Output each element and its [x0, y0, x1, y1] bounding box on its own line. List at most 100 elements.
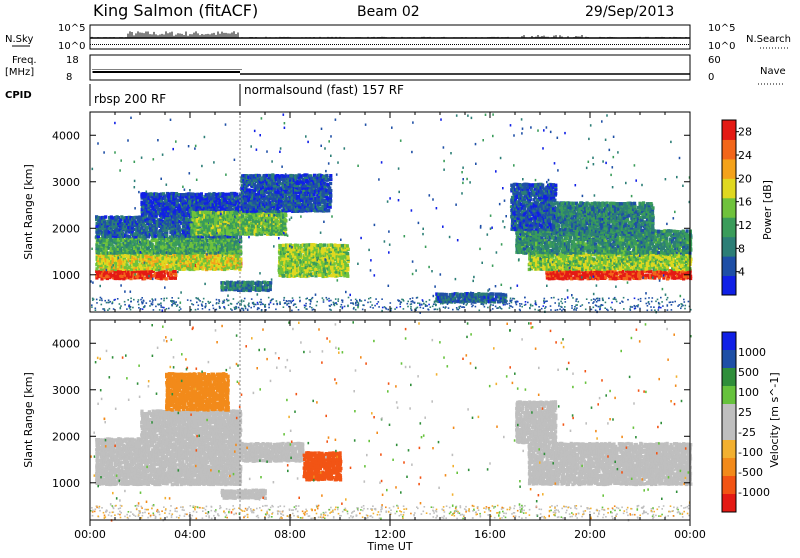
nsky-dot	[158, 44, 159, 45]
nsky-dot	[502, 44, 503, 45]
nave-dot	[189, 69, 190, 70]
cpid-mode-2: normalsound (fast) 157 RF	[244, 83, 404, 97]
nsky-dot	[496, 44, 497, 45]
nsky-dot	[632, 44, 633, 45]
nsky-dot	[586, 44, 587, 45]
scatter-cell	[325, 174, 328, 177]
nsky-dot	[202, 44, 203, 45]
nsky-dot	[412, 44, 413, 45]
nsky-dot	[216, 44, 217, 45]
nsky-dot	[114, 44, 115, 45]
nsky-dot	[312, 44, 313, 45]
nsky-dot	[122, 44, 123, 45]
nsky-dot	[522, 44, 523, 45]
nsky-dot	[488, 44, 489, 45]
nsky-dot	[504, 44, 505, 45]
nsky-dot	[424, 44, 425, 45]
nsky-dot	[256, 44, 257, 45]
freq-trace	[93, 69, 691, 74]
nsky-dot	[242, 44, 243, 45]
nave-dot	[151, 69, 152, 70]
nsky-dot	[584, 44, 585, 45]
nsky-dot	[536, 44, 537, 45]
nsky-dot	[246, 44, 247, 45]
nsky-dot	[618, 44, 619, 45]
nsky-dot	[548, 44, 549, 45]
nave-dot	[165, 69, 166, 70]
nsky-dot	[688, 44, 689, 45]
nave-dot	[95, 69, 96, 70]
nave-dot	[125, 69, 126, 70]
nsky-dot	[94, 44, 95, 45]
nsky-dot	[320, 44, 321, 45]
nsky-dot	[426, 44, 427, 45]
date-title: 29/Sep/2013	[585, 4, 674, 20]
nsky-dot	[628, 44, 629, 45]
nave-dot	[117, 69, 118, 70]
scatter-cell	[328, 187, 331, 190]
nave-dot	[201, 69, 202, 70]
nave-dot	[235, 69, 236, 70]
nsky-dot	[534, 44, 535, 45]
nsky-dot	[100, 44, 101, 45]
nsky-dot	[472, 44, 473, 45]
nsky-dot	[396, 44, 397, 45]
nsky-dot	[662, 44, 663, 45]
nsky-dot	[128, 44, 129, 45]
nsky-dot	[220, 44, 221, 45]
scatter-cell	[165, 277, 168, 280]
nsky-dot	[186, 44, 187, 45]
nsky-dot	[684, 44, 685, 45]
nave-dot	[139, 69, 140, 70]
nave-dot	[213, 69, 214, 70]
nsky-dot	[624, 44, 625, 45]
nsky-dot	[636, 44, 637, 45]
nsky-dot	[330, 44, 331, 45]
nsky-dot	[304, 44, 305, 45]
nsky-dot	[126, 44, 127, 45]
nsky-dot	[302, 44, 303, 45]
nave-dot	[215, 69, 216, 70]
nsky-dot	[508, 44, 509, 45]
nave-dot	[111, 69, 112, 70]
nsky-dot	[356, 44, 357, 45]
nsky-dot	[294, 44, 295, 45]
nsky-dot	[96, 44, 97, 45]
nsky-dot	[580, 44, 581, 45]
nsky-dot	[614, 44, 615, 45]
nsky-dot	[420, 44, 421, 45]
nsky-panel: N.Sky 10^5 10^0 N.Search 10^5 10^0	[5, 23, 791, 52]
nsky-dot	[408, 44, 409, 45]
nsky-dot	[370, 44, 371, 45]
nsky-dot	[470, 44, 471, 45]
nsky-dot	[460, 44, 461, 45]
nave-dot	[197, 69, 198, 70]
nave-dot	[231, 69, 232, 70]
cpid-label: CPID	[5, 90, 32, 101]
nsky-dot	[98, 44, 99, 45]
nsky-dot	[480, 44, 481, 45]
nsky-dot	[466, 44, 467, 45]
nsky-dot	[280, 44, 281, 45]
nsky-dot	[120, 44, 121, 45]
nsky-dot	[374, 44, 375, 45]
nsky-dot	[380, 44, 381, 45]
nsky-dot	[458, 44, 459, 45]
nsky-dot	[154, 44, 155, 45]
nsky-dot	[672, 44, 673, 45]
nsky-label: N.Sky	[5, 34, 33, 45]
nsky-dot	[658, 44, 659, 45]
nave-dot	[241, 69, 242, 70]
nsky-dot	[578, 44, 579, 45]
nsky-dot	[392, 44, 393, 45]
nsky-dot	[232, 44, 233, 45]
nsky-dot	[446, 44, 447, 45]
nsky-dot	[554, 44, 555, 45]
nsky-dot	[648, 44, 649, 45]
nsky-dot	[592, 44, 593, 45]
nave-dot	[105, 69, 106, 70]
nsky-dot	[368, 44, 369, 45]
nsky-dot	[350, 44, 351, 45]
nsky-dot	[516, 44, 517, 45]
scatter-cell	[235, 212, 238, 215]
